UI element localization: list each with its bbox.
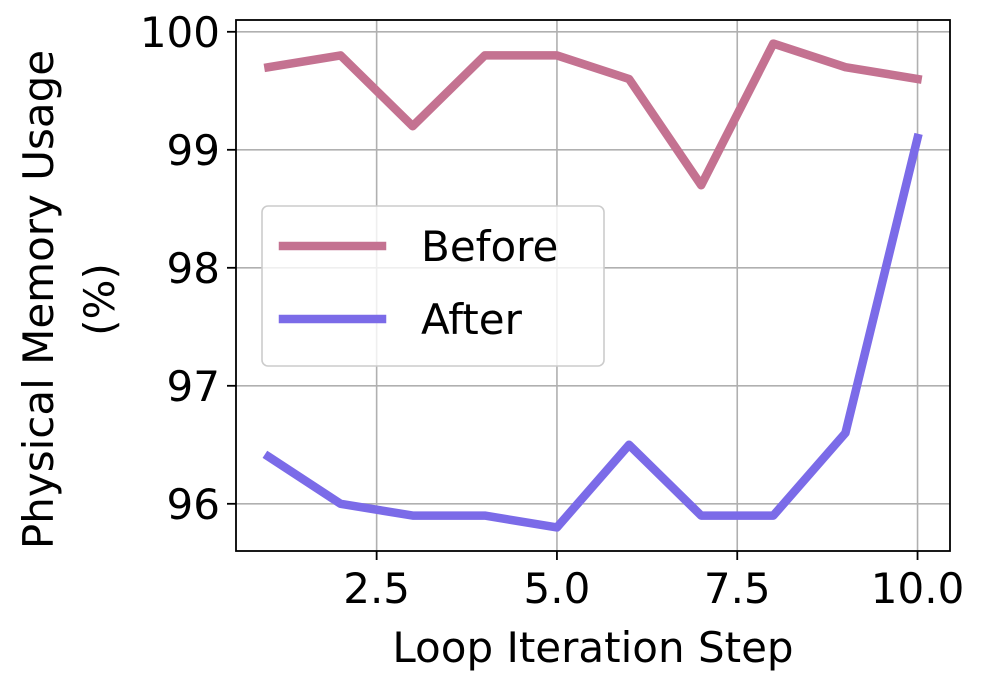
- legend: Before After: [261, 205, 605, 367]
- y-axis-label-line-1: Physical Memory Usage: [14, 50, 63, 549]
- x-tick-label: 7.5: [704, 564, 771, 613]
- y-tick-label: 98: [167, 244, 220, 293]
- y-tick-label: 96: [167, 480, 220, 529]
- series-layer: [262, 39, 923, 532]
- legend-label-after: After: [421, 295, 523, 344]
- x-axis: 2.5 5.0 7.5 10.0: [343, 551, 964, 613]
- y-axis-label: Physical Memory Usage (%): [14, 50, 124, 549]
- x-tick-label: 10.0: [871, 564, 965, 613]
- x-tick-label: 5.0: [524, 564, 591, 613]
- y-axis: 96 97 98 99 100: [140, 8, 236, 529]
- y-tick-label: 99: [167, 126, 220, 175]
- legend-label-before: Before: [421, 222, 558, 271]
- series-line-after: [262, 132, 923, 532]
- y-tick-label: 100: [140, 8, 220, 57]
- y-axis-label-line-2: (%): [75, 263, 124, 336]
- x-axis-label: Loop Iteration Step: [392, 623, 793, 672]
- plot-frame: [235, 19, 951, 552]
- y-tick-label: 97: [167, 362, 220, 411]
- x-tick-label: 2.5: [343, 564, 410, 613]
- series-line-before: [263, 39, 923, 190]
